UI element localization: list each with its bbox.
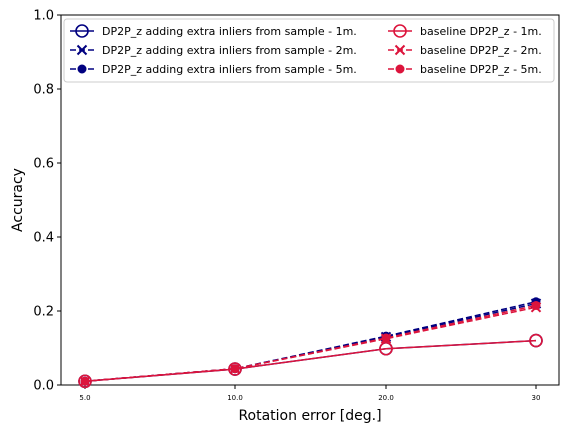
legend-label: baseline DP2P_z - 2m. — [420, 44, 542, 57]
y-axis-label: Accuracy — [10, 168, 26, 232]
legend-box — [63, 18, 555, 83]
legend-label: baseline DP2P_z - 5m. — [420, 63, 542, 76]
x-axis: 5.0 10.0 20.0 30 — [79, 385, 540, 402]
y-tick-label: 0.8 — [33, 83, 54, 98]
legend-label: DP2P_z adding extra inliers from sample … — [102, 63, 357, 76]
legend-marker — [77, 64, 87, 74]
x-axis-label: Rotation error [deg.] — [238, 408, 381, 424]
legend-marker — [76, 44, 88, 56]
data-point — [381, 333, 391, 343]
data-point — [230, 364, 240, 374]
data-point — [529, 333, 543, 348]
y-tick-label: 0.4 — [33, 231, 54, 246]
x-tick-label: 5.0 — [79, 394, 90, 402]
legend-label: baseline DP2P_z - 1m. — [420, 25, 542, 38]
series-layer — [78, 297, 543, 389]
y-tick-label: 0.6 — [33, 157, 54, 172]
legend: DP2P_z adding extra inliers from sample … — [63, 18, 555, 83]
legend-marker — [395, 64, 405, 74]
x-tick-label: 30 — [532, 394, 541, 402]
legend-marker — [75, 24, 89, 38]
y-tick-label: 1.0 — [33, 9, 54, 24]
data-point — [531, 300, 541, 310]
legend-marker — [394, 44, 406, 56]
legend-marker — [393, 24, 407, 38]
y-axis: 0.0 0.2 0.4 0.6 0.8 1.0 — [33, 9, 61, 394]
y-tick-label: 0.0 — [33, 379, 54, 394]
x-tick-label: 10.0 — [227, 394, 243, 402]
y-tick-label: 0.2 — [33, 305, 54, 320]
x-tick-label: 20.0 — [378, 394, 394, 402]
data-point — [379, 341, 393, 356]
legend-label: DP2P_z adding extra inliers from sample … — [102, 44, 357, 57]
legend-label: DP2P_z adding extra inliers from sample … — [102, 25, 357, 38]
series-line — [84, 304, 537, 383]
data-point — [80, 376, 90, 386]
